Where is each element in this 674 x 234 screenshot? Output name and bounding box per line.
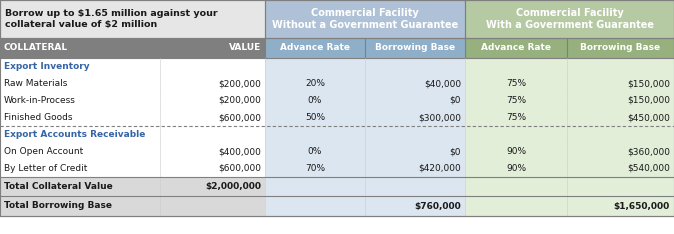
Text: 75%: 75% [506,96,526,105]
Text: $200,000: $200,000 [218,96,261,105]
Text: Export Accounts Receivable: Export Accounts Receivable [4,130,146,139]
Bar [465,196,674,216]
Bar [265,0,465,38]
Text: $1,650,000: $1,650,000 [614,201,670,211]
Text: $600,000: $600,000 [218,164,261,173]
Text: 90%: 90% [506,147,526,156]
Text: Commercial Facility
Without a Government Guarantee: Commercial Facility Without a Government… [272,8,458,30]
Text: COLLATERAL: COLLATERAL [4,44,68,52]
Bar [265,58,465,75]
Bar [265,38,465,58]
Bar [465,109,674,126]
Bar [465,143,674,160]
Bar [0,92,265,109]
Bar [465,58,674,75]
Bar [265,126,465,143]
Text: $600,000: $600,000 [218,113,261,122]
Bar [265,196,465,216]
Bar [465,75,674,92]
Text: $0: $0 [450,96,461,105]
Bar [265,160,465,177]
Bar [265,109,465,126]
Bar [465,126,674,143]
Text: 75%: 75% [506,113,526,122]
Bar [0,160,265,177]
Text: By Letter of Credit: By Letter of Credit [4,164,88,173]
Text: 20%: 20% [305,79,325,88]
Text: Raw Materials: Raw Materials [4,79,67,88]
Text: $40,000: $40,000 [424,79,461,88]
Text: $150,000: $150,000 [627,79,670,88]
Text: Total Collateral Value: Total Collateral Value [4,182,113,191]
Bar [0,143,265,160]
Bar [465,38,674,58]
Text: Work-in-Process: Work-in-Process [4,96,76,105]
Text: 70%: 70% [305,164,325,173]
Text: On Open Account: On Open Account [4,147,84,156]
Bar [0,0,265,38]
Text: VALUE: VALUE [228,44,261,52]
Text: $2,000,000: $2,000,000 [205,182,261,191]
Text: $200,000: $200,000 [218,79,261,88]
Text: Finished Goods: Finished Goods [4,113,73,122]
Bar [0,109,265,126]
Bar [0,58,265,75]
Text: 0%: 0% [308,96,322,105]
Bar [0,126,265,143]
Text: $420,000: $420,000 [419,164,461,173]
Text: 0%: 0% [308,147,322,156]
Text: Advance Rate: Advance Rate [280,44,350,52]
Bar [465,92,674,109]
Text: 50%: 50% [305,113,325,122]
Text: $300,000: $300,000 [418,113,461,122]
Bar [0,177,265,196]
Text: Borrow up to $1.65 million against your
collateral value of $2 million: Borrow up to $1.65 million against your … [5,9,218,29]
Text: $150,000: $150,000 [627,96,670,105]
Text: Commercial Facility
With a Government Guarantee: Commercial Facility With a Government Gu… [485,8,654,30]
Bar [265,177,465,196]
Bar [265,75,465,92]
Bar [265,143,465,160]
Text: Borrowing Base: Borrowing Base [375,44,455,52]
Bar [465,177,674,196]
Bar [0,196,265,216]
Text: 90%: 90% [506,164,526,173]
Text: $400,000: $400,000 [218,147,261,156]
Text: $0: $0 [450,147,461,156]
Text: Advance Rate: Advance Rate [481,44,551,52]
Bar [0,75,265,92]
Text: $760,000: $760,000 [415,201,461,211]
Bar [465,0,674,38]
Text: $540,000: $540,000 [627,164,670,173]
Bar [265,92,465,109]
Bar [0,38,265,58]
Bar [465,160,674,177]
Text: $450,000: $450,000 [627,113,670,122]
Text: Borrowing Base: Borrowing Base [580,44,661,52]
Text: Export Inventory: Export Inventory [4,62,90,71]
Text: Total Borrowing Base: Total Borrowing Base [4,201,112,211]
Text: 75%: 75% [506,79,526,88]
Text: $360,000: $360,000 [627,147,670,156]
